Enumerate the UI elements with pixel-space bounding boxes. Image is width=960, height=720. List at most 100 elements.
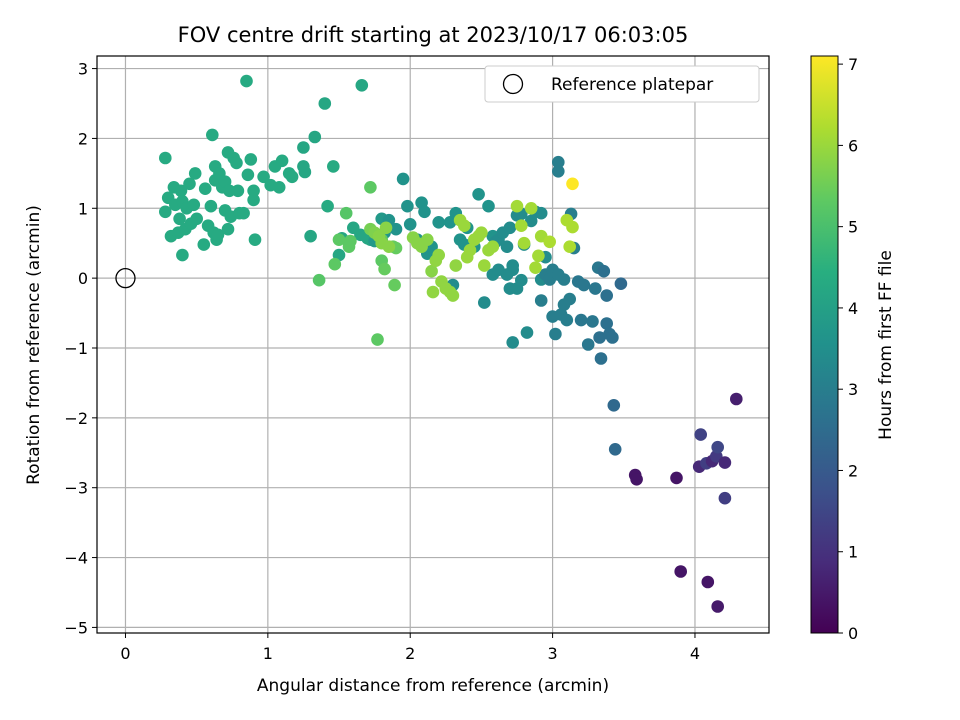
data-point [401, 199, 414, 213]
x-axis-label: Angular distance from reference (arcmin) [257, 676, 609, 696]
data-point [614, 277, 628, 291]
data-point [248, 233, 262, 246]
legend-marker-icon [502, 73, 524, 95]
y-tick-label: −5 [64, 618, 88, 637]
data-point [332, 233, 346, 246]
data-point [458, 219, 471, 232]
y-tick-label: −4 [64, 549, 88, 568]
data-point [475, 226, 488, 239]
data-point [389, 222, 403, 236]
data-point [328, 257, 342, 271]
data-point [230, 156, 243, 170]
data-point [388, 278, 401, 292]
data-point [371, 333, 384, 346]
data-point [482, 199, 495, 213]
data-point [272, 181, 286, 194]
data-point [312, 273, 326, 287]
data-point [247, 193, 260, 207]
data-point [378, 262, 391, 276]
x-tick-label: 0 [120, 644, 130, 663]
data-point [608, 443, 622, 456]
data-point [563, 292, 576, 306]
data-point [237, 206, 250, 220]
data-point [552, 165, 565, 178]
data-point [701, 575, 715, 589]
x-tick-label: 4 [690, 644, 700, 663]
data-point [711, 600, 724, 613]
data-point [500, 268, 514, 281]
data-point [503, 221, 517, 235]
data-point [515, 273, 528, 287]
chart-title: FOV centre drift starting at 2023/10/17 … [178, 23, 689, 47]
data-point [577, 278, 591, 292]
data-point [257, 170, 270, 184]
data-point [606, 331, 619, 344]
data-point [600, 289, 613, 302]
y-axis-label: Rotation from reference (arcmin) [24, 205, 44, 485]
data-point [597, 264, 611, 278]
data-point [463, 243, 477, 257]
colorbar-tick-label: 3 [848, 380, 858, 399]
data-point [173, 212, 186, 226]
data-point [321, 199, 334, 213]
data-point [183, 177, 196, 191]
data-point [443, 216, 457, 229]
data-point [382, 240, 396, 253]
data-point [730, 392, 743, 406]
data-point [344, 234, 357, 248]
data-point [187, 198, 201, 212]
data-point [285, 170, 299, 184]
y-tick-label: 2 [78, 129, 88, 148]
data-point [543, 235, 556, 249]
colorbar-tick-label: 7 [848, 55, 858, 74]
data-point [534, 294, 548, 307]
y-tick-label: −3 [64, 479, 88, 498]
data-point [506, 336, 519, 349]
data-point [247, 184, 260, 198]
data-point [396, 172, 410, 186]
data-points [159, 74, 743, 613]
data-point [418, 205, 431, 219]
data-point [231, 184, 245, 198]
data-point [718, 491, 732, 505]
data-point [159, 151, 172, 165]
data-point [670, 471, 683, 485]
data-point [240, 74, 253, 88]
data-point [327, 160, 340, 173]
data-point [581, 338, 595, 351]
data-point [517, 236, 531, 250]
colorbar-tick-label: 4 [848, 299, 858, 318]
colorbar-label: Hours from first FF file [876, 250, 896, 440]
colorbar: 0 1 2 3 4 5 6 7 Hours from first FF file [810, 55, 896, 643]
data-point [560, 313, 574, 327]
colorbar-gradient [810, 55, 839, 634]
y-axis-ticks: −5 −4 −3 −2 −1 0 1 2 3 [64, 60, 97, 637]
data-point [607, 399, 621, 412]
data-point [529, 261, 542, 275]
data-point [206, 128, 219, 142]
data-point [425, 264, 438, 278]
y-tick-label: −1 [64, 339, 88, 358]
data-point [221, 222, 235, 236]
data-point [241, 168, 255, 182]
data-point [524, 202, 538, 215]
x-axis-ticks: 0 1 2 3 4 [120, 633, 700, 663]
y-tick-label: 3 [78, 60, 88, 79]
data-point [298, 165, 312, 179]
data-point [549, 327, 562, 341]
data-point [297, 141, 310, 154]
data-point [534, 206, 548, 220]
data-point [197, 238, 211, 251]
data-point [593, 331, 606, 344]
data-point [486, 240, 500, 253]
data-point [506, 259, 519, 272]
data-point [318, 97, 332, 110]
data-point [304, 229, 317, 243]
data-point [364, 181, 377, 194]
data-point [421, 233, 434, 246]
x-tick-label: 1 [263, 644, 273, 663]
data-point [478, 259, 491, 272]
data-point [711, 440, 724, 454]
data-point [472, 188, 485, 201]
